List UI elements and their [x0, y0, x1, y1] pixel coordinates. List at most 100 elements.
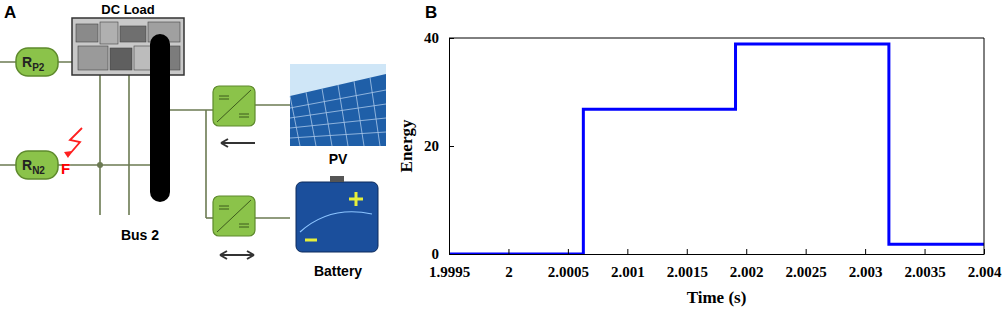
- resistor-symbol: R: [22, 157, 32, 173]
- panel-label: B: [425, 3, 437, 22]
- flow-arrow: [221, 139, 255, 147]
- resistor-symbol: R: [22, 54, 32, 70]
- tick: 2.0015: [667, 249, 708, 280]
- tick: 0: [432, 246, 455, 262]
- resistor-label: RP2: [22, 54, 45, 73]
- appliance: [76, 24, 98, 42]
- resistor-subscript: N2: [32, 165, 45, 176]
- pv-grid: [354, 81, 364, 146]
- resistor: RN2: [16, 151, 58, 179]
- tick-label: 2.003: [849, 264, 883, 280]
- appliance: [78, 46, 108, 70]
- converter-symbol: [219, 206, 249, 227]
- tick: 2.004: [968, 249, 1002, 280]
- tick-mark: [449, 254, 454, 255]
- battery-plus: [349, 192, 363, 206]
- tick-label: 2.0015: [667, 264, 708, 280]
- battery-label: Battery: [314, 263, 362, 279]
- pv-grid: [338, 85, 348, 146]
- converter-symbol: [219, 96, 249, 117]
- tick-label: 40: [424, 30, 439, 46]
- appliance: [110, 48, 132, 70]
- battery-body: [296, 182, 378, 252]
- plot-background: [449, 38, 984, 254]
- tick-mark: [627, 249, 628, 254]
- tick-mark: [508, 249, 509, 254]
- resistor-box: [16, 151, 58, 179]
- tick-mark: [925, 249, 926, 254]
- panel-b: B 1.9995 2 2.0005 2.001 2.0015 2.002 2.0025 2.00…: [397, 3, 1002, 307]
- wire: [255, 217, 290, 219]
- dc-load-label: DC Load: [101, 2, 155, 17]
- wire: [170, 109, 215, 111]
- tick-mark: [806, 249, 807, 254]
- tick-label: 2.001: [611, 264, 645, 280]
- pv-grid: [290, 118, 386, 128]
- tick: 2.003: [849, 249, 883, 280]
- tick-mark: [746, 249, 747, 254]
- tick-mark: [568, 249, 569, 254]
- converter-diagonal: [217, 200, 251, 232]
- tick: 2.0035: [904, 249, 945, 280]
- tick-mark: [687, 249, 688, 254]
- pv-background: [290, 64, 386, 146]
- marks: [449, 44, 984, 254]
- tick: 2.0025: [786, 249, 827, 280]
- pv-grid: [306, 92, 316, 146]
- battery-picture: [296, 176, 378, 252]
- fault-arrow: [64, 151, 72, 158]
- flow-arrow: [220, 251, 254, 259]
- tick-label: 2.002: [730, 264, 764, 280]
- battery-minus: [305, 239, 317, 242]
- axis-line: [450, 254, 985, 255]
- converter: [213, 196, 255, 236]
- wire: [255, 104, 290, 106]
- panel-label: A: [4, 3, 16, 22]
- tick: 2.002: [730, 249, 764, 280]
- converter: [213, 86, 255, 126]
- resistor-box: [16, 48, 58, 76]
- battery-cap: [330, 176, 344, 182]
- battery-shine: [300, 212, 372, 232]
- tick: 20: [424, 138, 454, 154]
- appliance: [100, 22, 118, 44]
- x-axis-title: Time (s): [687, 288, 747, 307]
- pv-label: PV: [329, 151, 348, 167]
- figure: ADC LoadRP2RN2FBus 2PVBatteryB1.999522.0…: [0, 0, 1003, 315]
- pv-grid: [290, 104, 386, 118]
- converter-diagonal: [217, 90, 251, 122]
- pv-picture: [290, 64, 386, 146]
- tick-label: 1.9995: [429, 264, 470, 280]
- tick-mark: [865, 249, 866, 254]
- pv-panel: [290, 74, 386, 146]
- x-axis: 1.9995 2 2.0005 2.001 2.0015 2.002 2.0025 2.003…: [429, 249, 1002, 280]
- wire: [99, 60, 101, 215]
- tick-label: 2.004: [968, 264, 1002, 280]
- tick: 2: [505, 249, 513, 280]
- pv-grid: [290, 90, 386, 108]
- tick-label: 2: [505, 264, 513, 280]
- tick-label: 2.0035: [904, 264, 945, 280]
- pv-grid: [290, 132, 386, 138]
- converter-box: [213, 86, 255, 126]
- fault-label: F: [61, 160, 70, 177]
- energy-line: [449, 44, 984, 254]
- y-axis: 0 20 40: [424, 30, 454, 262]
- tick-label: 0: [432, 246, 440, 262]
- tick-label: 20: [424, 138, 439, 154]
- wire: [128, 75, 130, 215]
- bus-label: Bus 2: [121, 227, 159, 243]
- pv-grid: [370, 78, 380, 147]
- junction: [97, 162, 103, 168]
- tick-label: 2.0005: [548, 264, 589, 280]
- converter-box: [213, 196, 255, 236]
- resistor-label: RN2: [22, 157, 45, 176]
- pv-grid: [290, 96, 300, 146]
- bus-bar: [150, 34, 170, 202]
- tick-mark: [449, 146, 454, 147]
- resistor: RP2: [16, 48, 58, 76]
- tick: 2.0005: [548, 249, 589, 280]
- tick: 2.001: [611, 249, 645, 280]
- panel-a: ADC LoadRP2RN2FBus 2PVBattery: [0, 2, 386, 279]
- resistor-subscript: P2: [32, 62, 45, 73]
